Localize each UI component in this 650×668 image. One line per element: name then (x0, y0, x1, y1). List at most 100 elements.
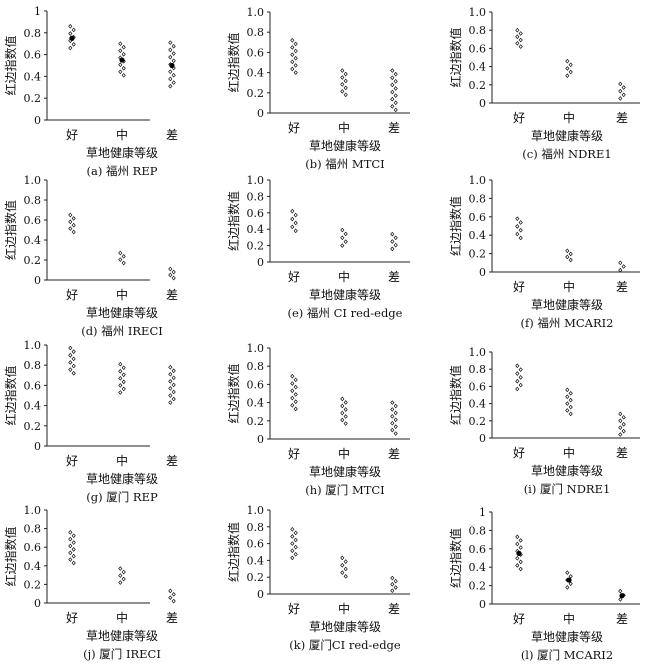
data-point (343, 239, 348, 245)
data-point (343, 407, 348, 412)
data-point (118, 48, 123, 54)
y-tick-label: 0.4 (24, 234, 42, 247)
y-tick-label: 0 (34, 274, 41, 287)
data-point (168, 393, 173, 398)
x-tick-label: 好 (288, 602, 300, 616)
mean-marker (69, 35, 75, 41)
x-tick-label: 差 (166, 128, 178, 142)
data-point (515, 555, 520, 561)
data-point (618, 432, 623, 437)
data-point (565, 394, 570, 400)
data-point (293, 551, 298, 557)
y-tick-label: 1.0 (24, 174, 42, 187)
data-point (71, 216, 76, 221)
panel-caption: (b) 福州 MTCI (305, 157, 384, 171)
data-point (118, 573, 123, 578)
data-point (293, 537, 298, 543)
data-point (171, 80, 176, 85)
data-point (390, 75, 395, 81)
data-point (293, 41, 298, 47)
data-point (621, 264, 626, 269)
panel-caption: (h) 厦门 MTCI (305, 483, 384, 497)
data-point (518, 545, 523, 550)
data-point (290, 52, 295, 57)
y-tick-label: 0 (479, 598, 486, 611)
data-point (290, 66, 295, 72)
data-point (71, 370, 76, 376)
data-point (171, 396, 176, 402)
y-tick-label: 0 (257, 256, 264, 269)
data-point (518, 559, 523, 565)
data-point (71, 363, 76, 369)
data-point (340, 555, 345, 561)
data-point (340, 396, 345, 402)
data-point (293, 384, 298, 390)
data-point (290, 59, 295, 65)
data-point (515, 534, 520, 540)
y-tick-label: 0.6 (247, 378, 265, 391)
data-point (171, 368, 176, 374)
y-tick-label: 1.0 (469, 346, 487, 359)
data-point (121, 576, 126, 582)
panel-caption: (f) 福州 MCARI2 (521, 316, 614, 330)
data-point (68, 31, 73, 36)
data-point (565, 66, 570, 71)
y-tick-label: 0.8 (24, 194, 42, 207)
data-point (118, 361, 123, 367)
data-point (340, 68, 345, 73)
data-point (171, 43, 176, 49)
data-point (71, 356, 76, 362)
y-tick-label: 0.8 (247, 521, 265, 534)
y-tick-label: 0.2 (247, 415, 265, 428)
data-point (121, 44, 126, 50)
data-point (168, 83, 173, 89)
y-tick-label: 0.6 (247, 207, 265, 220)
panel-caption: (k) 厦门CI red-edge (289, 638, 401, 652)
data-point (118, 376, 123, 381)
data-point (293, 70, 298, 75)
x-axis-label: 草地健康等级 (309, 138, 381, 153)
data-point (343, 574, 348, 579)
data-point (518, 375, 523, 380)
x-tick-label: 中 (116, 127, 128, 142)
data-point (565, 387, 570, 393)
y-tick-label: 0.6 (469, 543, 487, 556)
data-point (68, 23, 73, 29)
data-point (621, 421, 626, 427)
data-point (171, 275, 176, 281)
data-point (68, 219, 73, 225)
x-axis-label: 草地健康等级 (531, 463, 603, 478)
data-point (568, 257, 573, 263)
data-point (71, 560, 76, 566)
data-point (515, 371, 520, 376)
data-point (340, 562, 345, 568)
panel-caption: (l) 厦门 MCARI2 (521, 648, 613, 662)
panel-caption: (j) 厦门 IRECI (83, 647, 161, 661)
data-point (621, 428, 626, 434)
data-point (340, 82, 345, 87)
data-point (68, 536, 73, 542)
data-point (390, 407, 395, 412)
data-point (168, 364, 173, 370)
y-tick-label: 0 (257, 588, 264, 601)
data-point (168, 272, 173, 278)
data-point (121, 260, 126, 266)
y-tick-label: 0.2 (247, 240, 265, 253)
data-point (621, 415, 626, 420)
x-tick-label: 好 (288, 121, 300, 135)
data-point (171, 389, 176, 395)
y-tick-label: 0 (34, 440, 41, 453)
data-point (168, 588, 173, 594)
data-point (293, 399, 298, 405)
data-point (340, 89, 345, 94)
x-tick-label: 好 (66, 128, 78, 142)
data-point (121, 254, 126, 259)
y-axis-label: 红边指数值 (3, 526, 18, 586)
data-point (390, 231, 395, 237)
data-point (343, 414, 348, 419)
data-point (290, 526, 295, 532)
data-point (168, 400, 173, 405)
